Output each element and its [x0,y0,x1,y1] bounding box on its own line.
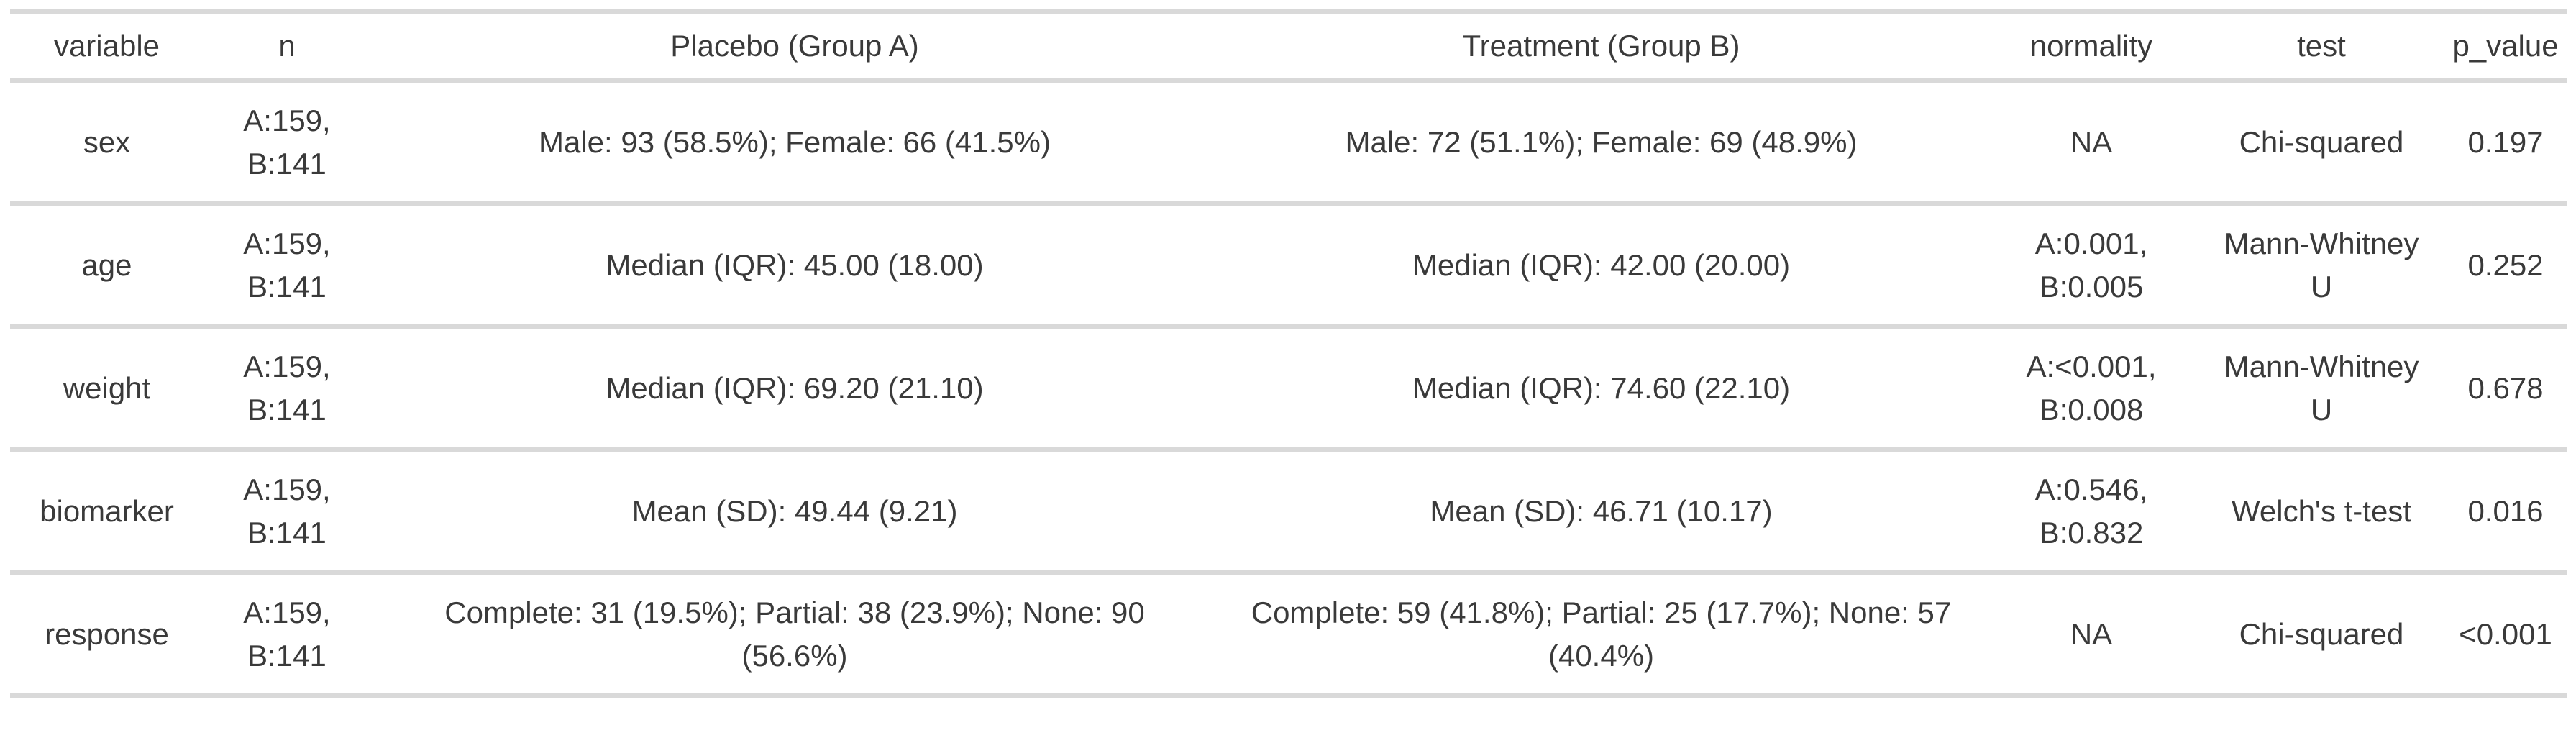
table-row-age: age A:159, B:141 Median (IQR): 45.00 (18… [10,204,2567,327]
cell-age-normality: A:0.001, B:0.005 [2034,226,2148,304]
table-row-sex: sex A:159, B:141 Male: 93 (58.5%); Femal… [10,81,2567,204]
cell-sex-variable: sex [83,124,131,159]
cell-response-n: A:159, B:141 [243,595,331,673]
cell-weight-n: A:159, B:141 [243,349,331,427]
cell-weight-p-value: 0.678 [2467,370,2544,405]
cell-response-normality: NA [2070,616,2113,651]
cell-age-n: A:159, B:141 [243,226,331,304]
cell-age-p-value: 0.252 [2467,247,2544,282]
column-header-variable: variable [53,29,160,63]
cell-weight-variable: weight [63,370,151,405]
cell-biomarker-n: A:159, B:141 [243,472,331,550]
cell-age-placebo: Median (IQR): 45.00 (18.00) [606,247,984,282]
column-header-placebo: Placebo (Group A) [670,29,919,63]
cell-weight-normality: A:<0.001, B:0.008 [2026,349,2157,427]
table-header: variable n Placebo (Group A) Treatment (… [10,12,2567,81]
cell-weight-test: Mann-Whitney U [2224,349,2419,427]
table-row-biomarker: biomarker A:159, B:141 Mean (SD): 49.44 … [10,450,2567,573]
cell-response-variable: response [45,616,169,651]
cell-sex-normality: NA [2070,124,2113,159]
table-row-response: response A:159, B:141 Complete: 31 (19.5… [10,573,2567,696]
cell-biomarker-p-value: 0.016 [2467,493,2544,528]
cell-weight-placebo: Median (IQR): 69.20 (21.10) [606,370,984,405]
header-row: variable n Placebo (Group A) Treatment (… [10,12,2567,81]
cell-response-test: Chi-squared [2239,616,2404,651]
cell-biomarker-test: Welch's t-test [2232,493,2411,528]
cell-response-p-value: <0.001 [2459,616,2552,651]
column-header-treatment: Treatment (Group B) [1462,29,1740,63]
cell-age-test: Mann-Whitney U [2224,226,2419,304]
cell-sex-treatment: Male: 72 (51.1%); Female: 69 (48.9%) [1345,124,1858,159]
cell-biomarker-variable: biomarker [40,493,174,528]
cell-biomarker-treatment: Mean (SD): 46.71 (10.17) [1430,493,1773,528]
cell-biomarker-placebo: Mean (SD): 49.44 (9.21) [631,493,958,528]
column-header-p-value: p_value [2452,29,2559,63]
cell-weight-treatment: Median (IQR): 74.60 (22.10) [1412,370,1791,405]
cell-biomarker-normality: A:0.546, B:0.832 [2034,472,2148,550]
cell-sex-p-value: 0.197 [2467,124,2544,159]
column-header-n: n [278,29,296,63]
cell-sex-test: Chi-squared [2239,124,2404,159]
statistical-summary-table: variable n Placebo (Group A) Treatment (… [10,9,2567,698]
column-header-test: test [2297,29,2346,63]
cell-age-treatment: Median (IQR): 42.00 (20.00) [1412,247,1791,282]
table-body: sex A:159, B:141 Male: 93 (58.5%); Femal… [10,81,2567,696]
table-row-weight: weight A:159, B:141 Median (IQR): 69.20 … [10,327,2567,450]
cell-response-treatment: Complete: 59 (41.8%); Partial: 25 (17.7%… [1251,595,1952,673]
cell-sex-n: A:159, B:141 [243,103,331,181]
cell-response-placebo: Complete: 31 (19.5%); Partial: 38 (23.9%… [444,595,1145,673]
cell-age-variable: age [81,247,132,282]
column-header-normality: normality [2029,29,2153,63]
cell-sex-placebo: Male: 93 (58.5%); Female: 66 (41.5%) [539,124,1051,159]
